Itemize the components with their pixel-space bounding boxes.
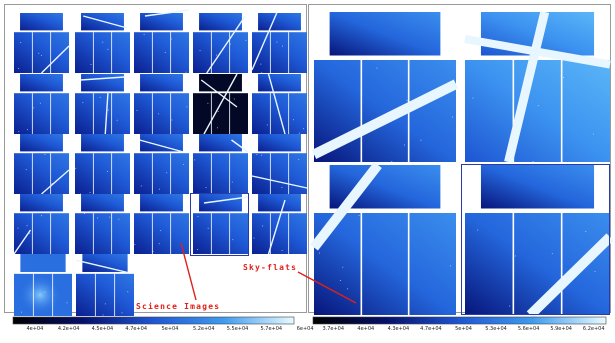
science-frame-4-0 bbox=[14, 254, 72, 316]
skyflats-label: Sky-flats bbox=[243, 263, 298, 272]
detector-chip-top bbox=[199, 134, 242, 152]
detector-chips-bottom bbox=[75, 213, 130, 254]
science-frame-2-4 bbox=[251, 134, 308, 194]
detector-chip-top bbox=[140, 134, 183, 152]
detector-chips-bottom bbox=[193, 213, 248, 254]
science-images-label: Science Images bbox=[136, 302, 221, 311]
science-frame-1-2 bbox=[134, 74, 189, 134]
detector-chip-top bbox=[140, 13, 183, 31]
detector-chip-top bbox=[258, 13, 301, 31]
right-tick-label: 5.3e+04 bbox=[485, 326, 507, 332]
detector-chip-top bbox=[82, 254, 128, 272]
left-tick-label: 4.7e+04 bbox=[125, 326, 148, 332]
science-frame-0-0 bbox=[14, 13, 70, 74]
detector-chips-bottom bbox=[14, 213, 69, 254]
right-tick-label: 4e+04 bbox=[357, 326, 375, 332]
selected-skyflat-box bbox=[461, 164, 610, 315]
detector-chip-top bbox=[258, 194, 301, 212]
right-tick-label: 5.9e+04 bbox=[550, 326, 572, 332]
skyflat-3 bbox=[310, 161, 456, 315]
right-tick-label: 5e+04 bbox=[455, 326, 472, 332]
left-tick-label: 6e+04 bbox=[296, 326, 314, 332]
detector-chip-top bbox=[20, 194, 63, 212]
detector-chips-bottom bbox=[252, 153, 307, 194]
science-frame-3-4 bbox=[252, 194, 307, 255]
science-frame-0-1 bbox=[75, 13, 130, 73]
left-tick-label: 5.7e+04 bbox=[260, 326, 283, 332]
science-frame-3-1 bbox=[75, 194, 130, 254]
detector-chip-top bbox=[199, 194, 242, 212]
science-frame-1-0 bbox=[14, 74, 69, 134]
left-tick-label: 5.5e+04 bbox=[226, 326, 249, 332]
science-frame-1-3 bbox=[193, 73, 248, 135]
detector-chip-top bbox=[258, 74, 301, 92]
science-frame-3-0 bbox=[13, 194, 69, 255]
science-frame-2-0 bbox=[14, 134, 70, 195]
detector-chip-top bbox=[329, 12, 441, 56]
skyflat-2 bbox=[464, 10, 611, 164]
detector-chips-bottom bbox=[193, 153, 248, 194]
detector-chips-bottom bbox=[134, 32, 189, 73]
detector-chips-bottom bbox=[75, 93, 130, 134]
right-tick-label: 3.7e+04 bbox=[322, 326, 345, 332]
science-frame-2-3 bbox=[193, 134, 249, 194]
detector-chips-bottom bbox=[14, 93, 69, 134]
science-frame-0-4 bbox=[251, 12, 307, 74]
detector-chips-bottom bbox=[75, 153, 130, 194]
detector-chip-top bbox=[199, 13, 242, 31]
left-tick-label: 4e+04 bbox=[26, 326, 44, 332]
colorbar-right bbox=[312, 316, 607, 325]
skyflat-4 bbox=[465, 165, 614, 319]
detector-chips-bottom bbox=[252, 32, 307, 73]
science-frame-0-3 bbox=[193, 13, 248, 74]
detector-chip-top bbox=[258, 134, 301, 152]
left-tick-label: 5e+04 bbox=[161, 326, 179, 332]
detector-chip-top bbox=[81, 74, 124, 92]
selected-science-frame-box bbox=[190, 193, 249, 256]
detector-chips-bottom bbox=[465, 60, 610, 162]
science-image-grid bbox=[13, 9, 308, 316]
right-tick-label: 4.3e+04 bbox=[387, 326, 410, 332]
colorbar-left bbox=[12, 316, 295, 325]
detector-chips-bottom bbox=[14, 153, 69, 194]
right-tick-label: 6.2e+04 bbox=[582, 326, 605, 332]
detector-chips-bottom bbox=[14, 32, 69, 73]
detector-chips-bottom bbox=[314, 213, 456, 315]
science-frame-3-3 bbox=[193, 194, 249, 254]
left-tick-label: 5.2e+04 bbox=[192, 326, 215, 332]
skyflat-image-grid bbox=[310, 10, 614, 319]
science-frame-2-2 bbox=[134, 134, 189, 194]
skyflat-panel-frame bbox=[308, 4, 611, 313]
right-tick-label: 5.6e+04 bbox=[517, 326, 540, 332]
skyflat-arrow bbox=[297, 271, 357, 304]
detector-chips-bottom bbox=[134, 153, 189, 194]
detector-chip-top bbox=[20, 13, 63, 31]
science-frame-3-2 bbox=[134, 194, 189, 254]
skyflat-1 bbox=[311, 12, 459, 162]
detector-chip-top bbox=[140, 194, 183, 212]
science-arrow bbox=[180, 242, 197, 301]
science-frame-1-4 bbox=[252, 73, 307, 135]
left-tick-label: 4.5e+04 bbox=[91, 326, 114, 332]
detector-chips-bottom bbox=[134, 93, 189, 134]
science-frame-2-1 bbox=[75, 134, 130, 195]
detector-chip-top bbox=[81, 134, 124, 152]
detector-chip-top bbox=[81, 194, 124, 212]
detector-chip-top bbox=[20, 74, 63, 92]
detector-chip-top bbox=[140, 74, 183, 92]
science-frame-1-1 bbox=[75, 74, 130, 135]
left-tick-label: 4.2e+04 bbox=[57, 326, 80, 332]
detector-chip-top bbox=[20, 134, 63, 152]
detector-chips-bottom bbox=[134, 213, 189, 254]
science-frame-4-1 bbox=[75, 254, 134, 316]
detector-chip-top bbox=[20, 254, 66, 272]
detector-chips-bottom bbox=[75, 32, 130, 73]
right-tick-label: 4.7e+04 bbox=[420, 326, 442, 332]
detector-chip-top bbox=[480, 165, 595, 209]
detector-chips-bottom bbox=[76, 273, 134, 316]
science-frame-0-2 bbox=[134, 9, 190, 73]
detector-chips-bottom bbox=[193, 93, 248, 134]
